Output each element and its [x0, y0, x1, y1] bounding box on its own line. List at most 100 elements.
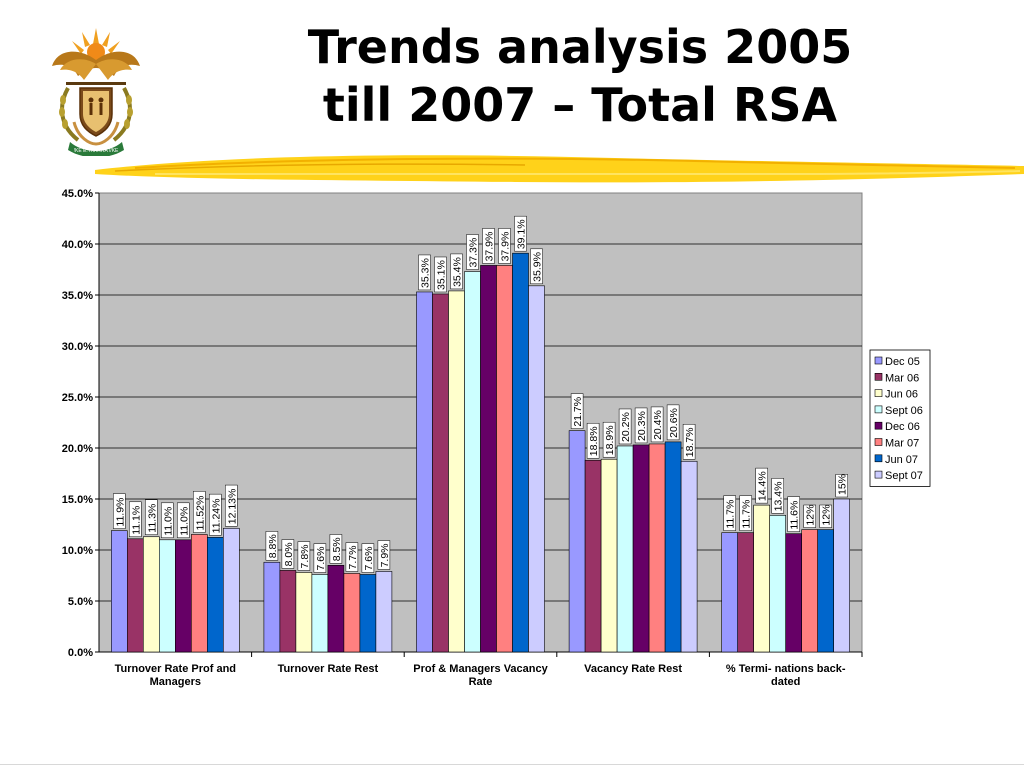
bar-sept-07 — [680, 460, 698, 653]
data-label-box — [819, 504, 832, 528]
data-label-group: 20.4% — [650, 406, 664, 443]
bar-jun-07 — [664, 441, 682, 653]
data-label: 18.7% — [684, 427, 696, 457]
data-label-group: 11.0% — [161, 502, 174, 539]
data-label: 11.7% — [725, 500, 737, 529]
data-label: 7.7% — [347, 546, 359, 570]
data-label: 11.1% — [130, 506, 142, 535]
data-label-group: 14.4% — [755, 467, 769, 504]
data-label-group: 11.9% — [113, 493, 126, 529]
data-label-box — [345, 542, 359, 572]
bar-dec-05 — [416, 291, 433, 653]
bar-sept-06 — [311, 574, 329, 653]
bar-sept-06 — [616, 445, 634, 653]
data-label-box — [177, 502, 190, 539]
legend-swatch — [874, 454, 883, 463]
bar-dec-06 — [785, 533, 803, 653]
x-category-label: Turnover Rate Rest — [278, 663, 379, 675]
data-label-box — [650, 406, 664, 443]
data-label-box — [450, 253, 463, 290]
data-label: 20.2% — [620, 412, 632, 442]
data-label-box — [787, 496, 800, 532]
data-label-box — [739, 495, 752, 531]
data-label: 11.7% — [741, 500, 753, 529]
data-label-group: 7.6% — [361, 543, 375, 573]
data-label: 7.9% — [379, 543, 391, 567]
data-label-box — [265, 531, 279, 561]
data-label: 20.6% — [668, 408, 680, 438]
data-label-box — [723, 495, 736, 531]
y-tick-label: 30.0% — [62, 341, 93, 353]
bar-jun-07 — [359, 574, 377, 653]
data-label: 13.4% — [773, 482, 785, 512]
data-label-group: 39.1% — [514, 215, 528, 252]
legend-box — [869, 349, 931, 487]
data-label-group: 37.9% — [482, 228, 496, 264]
data-label: 35.4% — [452, 257, 464, 287]
data-label-group: 12% — [803, 504, 817, 528]
data-label-group: 11.24% — [209, 493, 222, 536]
bar-dec-05 — [721, 532, 739, 653]
data-label-group: 11.7% — [739, 495, 753, 531]
legend-swatch — [874, 470, 883, 479]
x-category-label: Prof & Managers Vacancy — [413, 663, 548, 675]
data-label-group: 15% — [835, 474, 849, 498]
data-label-group: 20.6% — [666, 404, 680, 441]
data-label: 37.9% — [500, 232, 512, 262]
data-label-box — [634, 407, 648, 444]
data-label: 21.7% — [572, 397, 584, 427]
bar-mar-06 — [127, 538, 144, 653]
data-label-box — [803, 504, 816, 528]
bar-jun-06 — [753, 504, 771, 653]
data-label-group: 11.3% — [145, 499, 158, 535]
x-category-label: Turnover Rate Prof and — [115, 663, 236, 675]
bar-sept-07 — [833, 498, 851, 653]
slide-title-line-2: till 2007 – Total RSA — [322, 78, 838, 132]
data-label-group: 13.4% — [771, 478, 785, 514]
data-label-group: 8.0% — [281, 539, 295, 569]
data-label-group: 11.7% — [723, 495, 737, 531]
bar-sept-07 — [528, 285, 545, 653]
data-label: 35.1% — [436, 260, 448, 290]
data-label: 11.0% — [162, 507, 174, 536]
data-label: 11.9% — [114, 498, 126, 527]
slide-title-line-1: Trends analysis 2005 — [307, 20, 853, 74]
data-label: 20.4% — [652, 410, 664, 440]
y-tick-label: 40.0% — [62, 239, 93, 251]
y-tick-label: 0.0% — [68, 647, 93, 659]
data-label-box — [193, 491, 206, 533]
legend-label: Jun 07 — [885, 454, 918, 466]
x-category-label: % Termi- nations back- — [726, 663, 846, 675]
legend-swatch — [874, 389, 883, 397]
data-label-box — [530, 248, 543, 285]
bar-jun-07 — [817, 529, 835, 653]
legend-label: Mar 06 — [885, 372, 919, 384]
data-label: 7.8% — [299, 545, 311, 569]
legend-label: Jun 06 — [885, 389, 918, 401]
data-label-box — [682, 424, 696, 460]
bar-sept-07 — [223, 527, 240, 653]
data-label-group: 21.7% — [570, 393, 584, 429]
data-label-group: 35.1% — [434, 256, 448, 293]
data-label-box — [297, 541, 311, 571]
data-label-box — [618, 408, 632, 445]
data-label-box — [498, 228, 511, 264]
y-tick-label: 20.0% — [62, 443, 93, 455]
data-label-box — [329, 534, 343, 564]
bar-dec-06 — [480, 265, 497, 653]
data-label-box — [434, 256, 447, 293]
data-label-box — [225, 484, 238, 527]
data-label: 18.8% — [588, 426, 600, 456]
data-label-box — [602, 421, 616, 458]
data-label-box — [113, 493, 126, 529]
data-label-group: 11.6% — [787, 496, 801, 532]
bar-dec-05 — [568, 430, 586, 653]
bar-mar-06 — [279, 570, 297, 653]
data-label: 11.52% — [194, 496, 206, 531]
legend-swatch — [874, 438, 883, 446]
data-label-box — [570, 393, 584, 429]
data-label-box — [313, 543, 327, 573]
data-label-group: 11.0% — [177, 502, 190, 539]
data-label: 35.9% — [532, 252, 544, 282]
bar-mar-07 — [191, 534, 208, 653]
